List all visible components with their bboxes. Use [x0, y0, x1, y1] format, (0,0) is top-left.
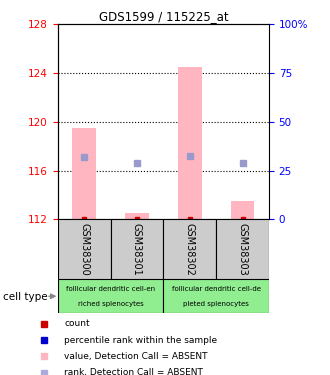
Bar — [58, 279, 163, 313]
Text: rank, Detection Call = ABSENT: rank, Detection Call = ABSENT — [64, 368, 203, 375]
Text: follicular dendritic cell-en: follicular dendritic cell-en — [66, 286, 155, 292]
Text: value, Detection Call = ABSENT: value, Detection Call = ABSENT — [64, 352, 208, 361]
Title: GDS1599 / 115225_at: GDS1599 / 115225_at — [99, 10, 228, 23]
Bar — [125, 213, 149, 219]
Text: follicular dendritic cell-de: follicular dendritic cell-de — [172, 286, 261, 292]
Text: pleted splenocytes: pleted splenocytes — [183, 301, 249, 307]
Bar — [111, 219, 163, 279]
Bar — [58, 219, 111, 279]
Text: count: count — [64, 320, 90, 328]
Bar — [163, 279, 269, 313]
Bar — [216, 219, 269, 279]
Bar — [231, 201, 254, 219]
Text: GSM38302: GSM38302 — [185, 223, 195, 276]
Text: GSM38303: GSM38303 — [238, 223, 248, 276]
Text: GSM38300: GSM38300 — [79, 223, 89, 276]
Bar — [163, 219, 216, 279]
Bar — [178, 67, 202, 219]
Text: GSM38301: GSM38301 — [132, 223, 142, 276]
Text: riched splenocytes: riched splenocytes — [78, 301, 144, 307]
Text: cell type: cell type — [3, 292, 48, 302]
Bar — [72, 128, 96, 219]
Text: percentile rank within the sample: percentile rank within the sample — [64, 336, 217, 345]
